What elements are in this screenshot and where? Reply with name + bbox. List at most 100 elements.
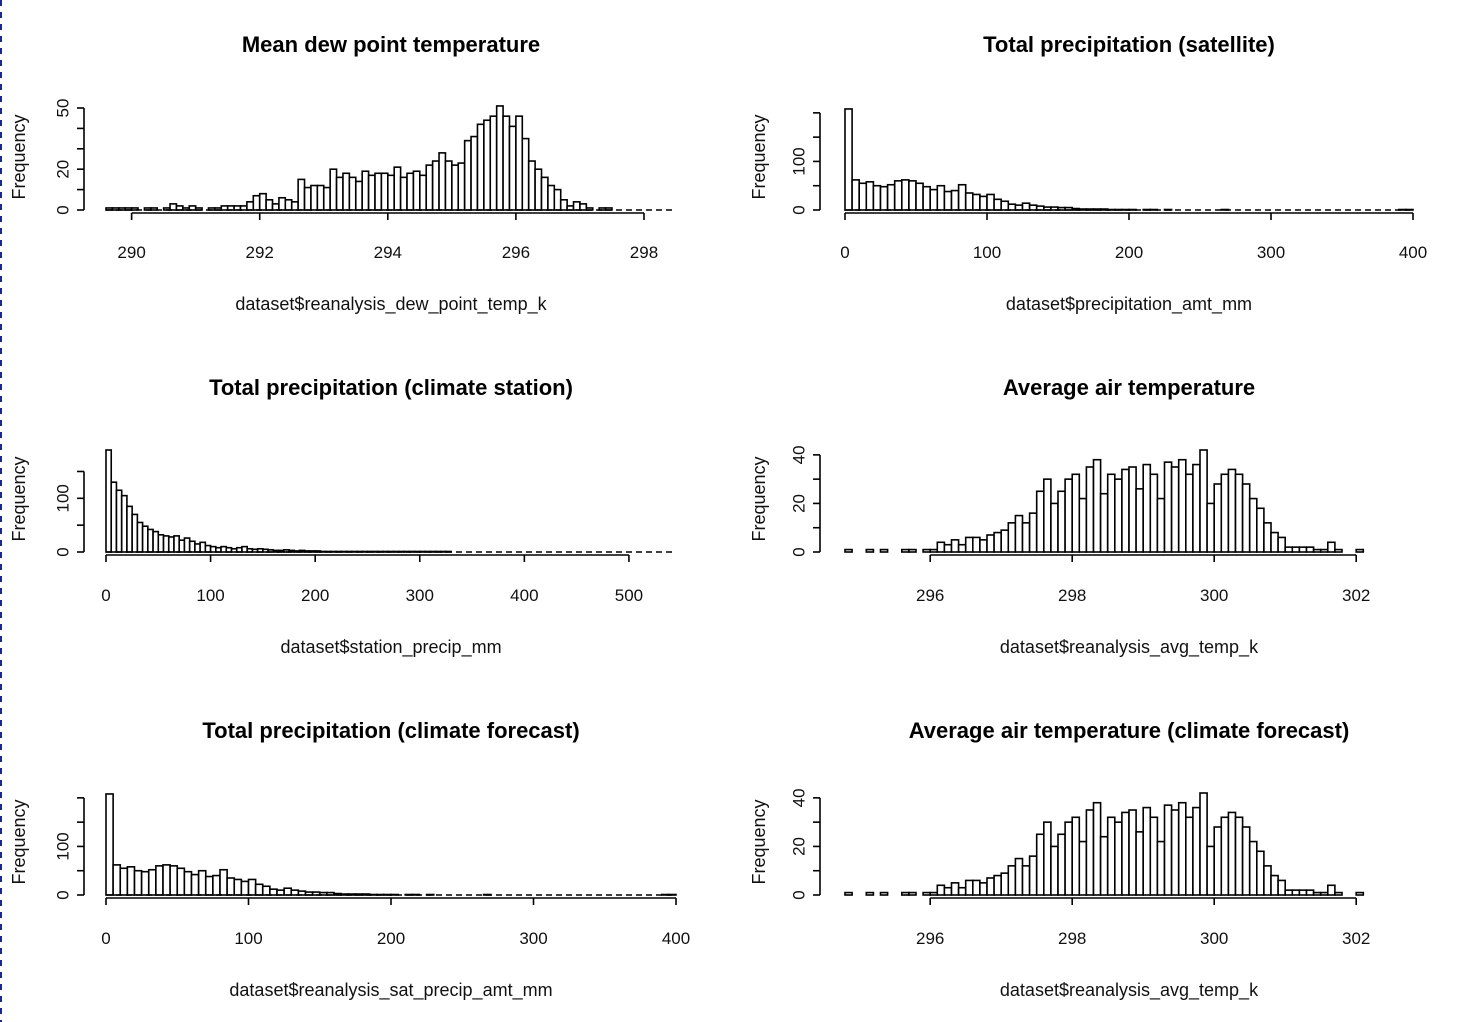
- panel-4-bar: [1177, 458, 1187, 553]
- panel-4-bar: [1028, 512, 1038, 553]
- panel-6-bar: [1142, 806, 1152, 896]
- panel-1-bar: [303, 186, 312, 211]
- panel-1-bar: [265, 199, 274, 211]
- panel-1-bar: [393, 166, 402, 211]
- panel-2-x-tick-label: 0: [840, 243, 849, 262]
- panel-1-bar: [547, 184, 556, 211]
- panel-1-bar: [470, 135, 479, 211]
- panel-2-bar: [964, 192, 974, 211]
- panel-4-y-tick-label: 20: [789, 494, 808, 513]
- panel-1-bar: [290, 201, 299, 211]
- panel-5-bar: [204, 875, 214, 896]
- panel-4-bar: [1248, 497, 1258, 553]
- panel-1-bar: [553, 188, 562, 211]
- panel-4-bar: [943, 543, 953, 553]
- panel-6-bar: [879, 891, 889, 896]
- panel-2-bar: [872, 184, 882, 211]
- panel-4-bar: [1170, 466, 1180, 553]
- panel-6-bar: [1114, 821, 1123, 896]
- panel-4-bar: [1156, 497, 1166, 553]
- panel-1-bar: [252, 194, 261, 211]
- panel-2-bar: [950, 189, 960, 211]
- panel-5-bar: [197, 869, 207, 896]
- panel-6-bar: [1050, 845, 1059, 896]
- left-window-edge: [0, 0, 2, 1022]
- panel-1-bar: [374, 172, 383, 211]
- panel-2-bar: [886, 183, 896, 211]
- panel-1-bar: [316, 184, 325, 211]
- panel-1-bar: [419, 174, 428, 211]
- panel-5-bar: [247, 878, 257, 896]
- panel-4-average-air-temperature: Average air temperature 296 298 300 302 datas…: [749, 375, 1371, 658]
- panel-1-bar: [258, 192, 267, 211]
- panel-1-bar: [502, 115, 511, 211]
- panel-2-title: Total precipitation (satellite): [983, 32, 1275, 57]
- panel-6-bar: [1000, 872, 1010, 896]
- panel-5-bar: [283, 887, 293, 896]
- panel-4-bar: [957, 543, 967, 553]
- panel-5-bar: [219, 868, 228, 896]
- panel-4-x-tick-label: 298: [1058, 586, 1086, 605]
- panel-4-bar: [1085, 466, 1095, 553]
- panel-6-bar: [1099, 835, 1109, 896]
- panel-2-y-tick-label: 100: [789, 147, 808, 175]
- panel-5-bar: [254, 883, 264, 896]
- panel-4-bar: [964, 536, 974, 553]
- panel-1-bar: [476, 123, 485, 211]
- panel-3-x-tick-label: 500: [615, 586, 643, 605]
- panel-2-bar: [851, 179, 860, 211]
- panel-4-bar: [1035, 490, 1045, 553]
- panel-4-bar: [1099, 492, 1109, 553]
- panel-4-bar: [1185, 473, 1194, 553]
- panel-4-bar: [1014, 514, 1024, 553]
- panel-6-bar: [957, 886, 967, 896]
- panel-5-y-tick-label: 0: [53, 890, 72, 899]
- panel-4-bar: [1305, 546, 1315, 553]
- panel-5-bar: [269, 888, 278, 896]
- panel-6-bar: [986, 877, 995, 896]
- panel-2-x-label: dataset$precipitation_amt_mm: [1006, 294, 1252, 315]
- panel-1-bar: [284, 199, 293, 211]
- panel-6-x-tick-label: 302: [1342, 929, 1370, 948]
- panel-1-bar: [335, 176, 344, 211]
- panel-1-x-tick-label: 294: [374, 243, 402, 262]
- panel-6-bar: [1092, 801, 1102, 896]
- panel-4-bar: [1298, 546, 1308, 553]
- panel-4-bar: [979, 539, 988, 553]
- panel-2-bar: [1007, 203, 1017, 211]
- panel-6-bar: [929, 891, 939, 896]
- panel-4-bar: [936, 541, 946, 553]
- panel-1-bar: [463, 139, 472, 211]
- panel-2-bar: [915, 182, 924, 211]
- panel-2-x-tick-label: 400: [1399, 243, 1427, 262]
- panel-6-bar: [1213, 826, 1223, 896]
- panel-6-bar: [1248, 840, 1258, 896]
- panel-2-x-tick-label: 300: [1257, 243, 1285, 262]
- panel-4-bar: [1334, 548, 1343, 553]
- panel-5-bar: [140, 870, 150, 896]
- panel-1-bar: [579, 203, 588, 211]
- panel-3-x-tick-label: 0: [101, 586, 110, 605]
- panel-4-bar: [1114, 478, 1123, 553]
- panel-4-bar: [1142, 463, 1152, 553]
- panel-1-x-tick-label: 298: [630, 243, 658, 262]
- panel-4-bar: [1206, 502, 1215, 553]
- panel-4-bar: [1319, 548, 1329, 553]
- panel-6-bar: [1064, 821, 1073, 896]
- panel-1-bar: [521, 137, 530, 211]
- panel-6-bar: [1028, 855, 1038, 896]
- panel-6-x-tick-label: 296: [916, 929, 944, 948]
- panel-1-bar: [483, 119, 492, 211]
- panel-4-title: Average air temperature: [1003, 375, 1255, 400]
- panel-1-bar: [495, 105, 504, 211]
- panel-3-x-label: dataset$station_precip_mm: [280, 637, 501, 658]
- panel-1-bar: [130, 207, 139, 211]
- panel-3-x-tick-label: 400: [510, 586, 538, 605]
- panel-5-bar: [162, 864, 171, 896]
- panel-1-bar: [386, 174, 396, 211]
- panel-4-x-tick-label: 300: [1200, 586, 1228, 605]
- panel-5-bar: [261, 885, 271, 896]
- panel-4-bar: [1277, 536, 1286, 553]
- panel-4-bar: [1106, 473, 1116, 553]
- panel-6-bar: [1128, 809, 1137, 896]
